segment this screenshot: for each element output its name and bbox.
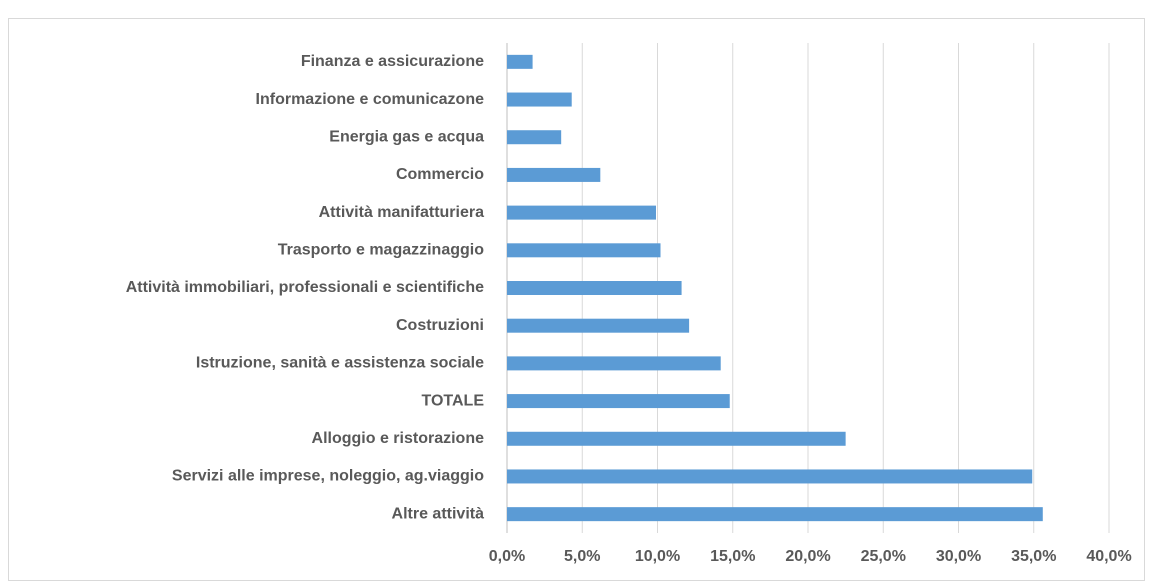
- y-tick-label: TOTALE: [421, 392, 484, 409]
- bar: [507, 205, 656, 220]
- bar: [507, 394, 730, 409]
- x-tick-label: 25,0%: [861, 548, 906, 565]
- bar: [507, 356, 721, 371]
- bar: [507, 243, 661, 258]
- y-tick-label: Servizi alle imprese, noleggio, ag.viagg…: [172, 468, 484, 485]
- bar: [507, 54, 533, 69]
- bar: [507, 431, 846, 446]
- x-tick-label: 15,0%: [710, 548, 755, 565]
- x-tick-label: 10,0%: [635, 548, 680, 565]
- chart-border: [8, 18, 1145, 581]
- x-tick-label: 40,0%: [1086, 548, 1131, 565]
- y-tick-label: Trasporto e magazzinaggio: [278, 242, 484, 259]
- bar: [507, 130, 562, 145]
- bar: [507, 469, 1033, 484]
- x-tick-label: 30,0%: [936, 548, 981, 565]
- x-tick-label: 0,0%: [489, 548, 525, 565]
- bar: [507, 507, 1043, 522]
- x-tick-label: 35,0%: [1011, 548, 1056, 565]
- y-tick-label: Alloggio e ristorazione: [312, 430, 485, 447]
- bar: [507, 92, 572, 107]
- y-tick-label: Altre attività: [392, 505, 485, 522]
- x-tick-label: 5,0%: [564, 548, 600, 565]
- bar: [507, 318, 690, 333]
- y-tick-label: Istruzione, sanità e assistenza sociale: [196, 355, 484, 372]
- y-tick-label: Informazione e comunicazone: [256, 91, 485, 108]
- y-tick-label: Commercio: [396, 166, 484, 183]
- y-tick-label: Finanza e assicurazione: [301, 53, 484, 70]
- x-tick-label: 20,0%: [785, 548, 830, 565]
- bar: [507, 167, 601, 182]
- y-tick-label: Energia gas e acqua: [329, 128, 484, 145]
- y-tick-label: Costruzioni: [396, 317, 484, 334]
- y-tick-label: Attività immobiliari, professionali e sc…: [126, 279, 484, 296]
- bar: [507, 281, 682, 295]
- y-tick-label: Attività manifatturiera: [319, 204, 484, 221]
